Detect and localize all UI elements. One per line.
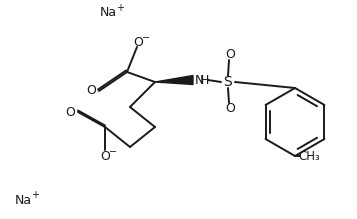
Text: Na: Na [100,7,117,19]
Text: O: O [133,35,143,48]
Text: O: O [225,101,235,115]
Text: N: N [195,74,204,87]
Text: O: O [225,48,235,62]
Text: O: O [65,106,75,118]
Text: −: − [142,33,150,43]
Text: −: − [109,147,117,157]
Text: S: S [223,75,232,89]
Polygon shape [155,76,193,85]
Text: +: + [116,3,124,13]
Text: O: O [100,150,110,162]
Text: CH₃: CH₃ [298,150,320,162]
Text: +: + [31,190,39,200]
Text: O: O [86,85,96,97]
Text: H: H [200,74,209,87]
Text: Na: Na [15,194,32,207]
